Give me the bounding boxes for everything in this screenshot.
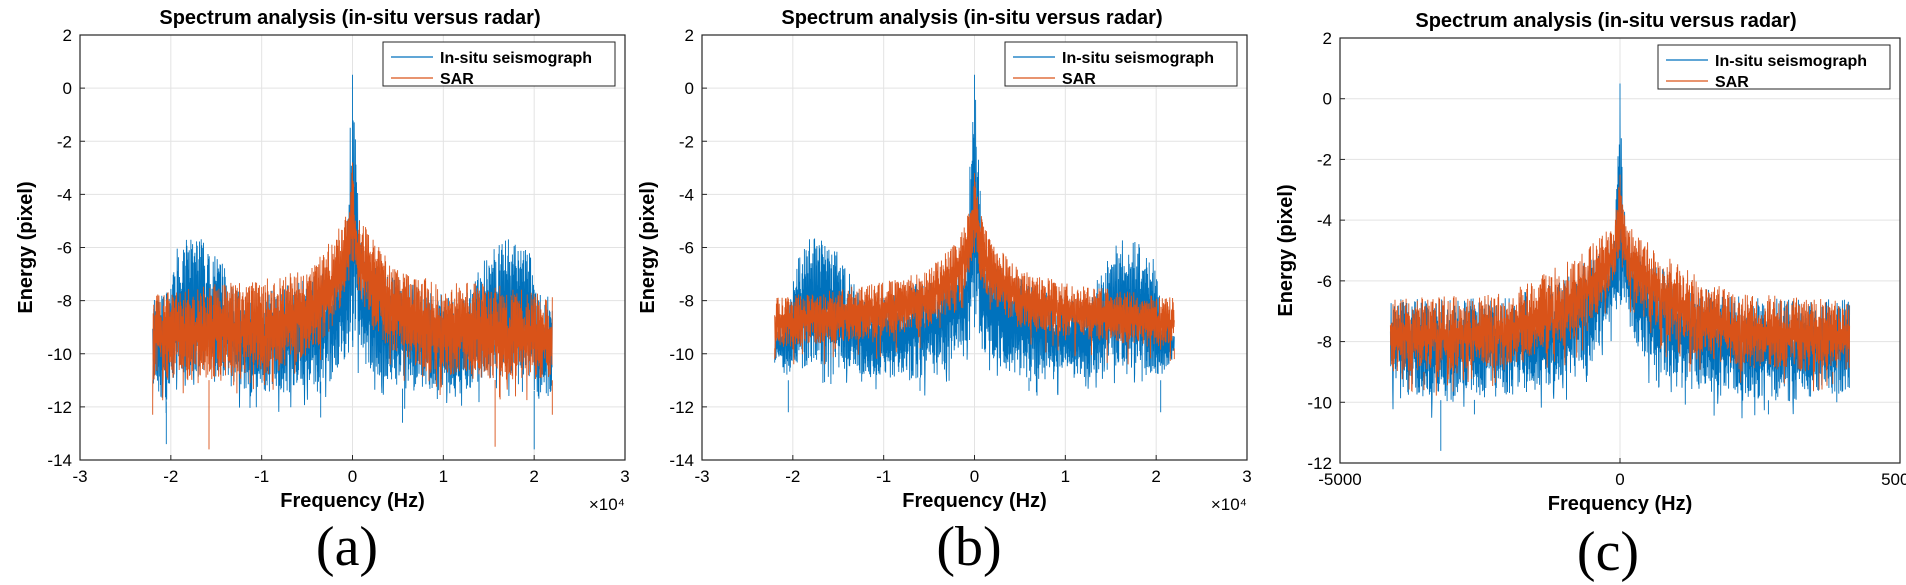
x-tick-label: 0: [1615, 470, 1624, 489]
y-tick-label: -12: [1307, 454, 1332, 473]
legend-label-sar: SAR: [1062, 71, 1096, 88]
y-tick-label: -6: [57, 239, 72, 258]
x-axis-label: Frequency (Hz): [1548, 493, 1692, 515]
x-tick-label: 5000: [1881, 470, 1906, 489]
x-tick-label: -5000: [1318, 470, 1361, 489]
x-tick-label: 3: [620, 467, 629, 486]
x-tick-label: -3: [72, 467, 87, 486]
panel-label: (c): [1577, 521, 1639, 583]
y-axis-label: Energy (pixel): [15, 181, 37, 313]
x-tick-label: 0: [348, 467, 357, 486]
y-tick-label: -12: [669, 398, 694, 417]
x-tick-label: 3: [1242, 467, 1251, 486]
series-line-sar: [774, 173, 1175, 365]
legend-label-in_situ: In-situ seismograph: [1062, 50, 1214, 67]
legend: In-situ seismograph SAR: [1004, 41, 1238, 88]
y-tick-label: 0: [63, 79, 72, 98]
y-tick-label: -8: [1317, 333, 1332, 352]
legend-label-sar: SAR: [1715, 74, 1749, 91]
y-tick-label: -4: [57, 185, 72, 204]
chart-title: Spectrum analysis (in-situ versus radar): [159, 7, 540, 29]
x-tick-label: 1: [1061, 467, 1070, 486]
y-tick-label: -6: [1317, 272, 1332, 291]
y-tick-label: -4: [679, 185, 694, 204]
legend: In-situ seismograph SAR: [1657, 44, 1891, 91]
x-tick-label: -3: [694, 467, 709, 486]
y-tick-label: -14: [669, 451, 694, 470]
x-exponent-label: ×10⁴: [1211, 495, 1247, 514]
x-tick-label: -2: [163, 467, 178, 486]
x-tick-label: 2: [529, 467, 538, 486]
y-tick-label: -6: [679, 239, 694, 258]
y-tick-label: -12: [47, 398, 72, 417]
legend-box: [1657, 44, 1891, 90]
legend-label-in_situ: In-situ seismograph: [1715, 53, 1867, 70]
y-tick-label: -14: [47, 451, 72, 470]
y-tick-label: -2: [679, 132, 694, 151]
y-tick-label: -10: [1307, 393, 1332, 412]
y-tick-label: -2: [1317, 150, 1332, 169]
x-tick-label: 1: [439, 467, 448, 486]
y-tick-label: -2: [57, 132, 72, 151]
legend-label-in_situ: In-situ seismograph: [440, 50, 592, 67]
x-tick-label: 0: [970, 467, 979, 486]
panel-label: (b): [936, 516, 1001, 578]
legend-box: [1004, 41, 1238, 87]
x-exponent-label: ×10⁴: [589, 495, 625, 514]
x-axis-label: Frequency (Hz): [280, 490, 424, 512]
y-axis-label: Energy (pixel): [1275, 184, 1297, 316]
chart-title: Spectrum analysis (in-situ versus radar): [1415, 10, 1796, 32]
chart-b: -3 -2 -1 0 1 2 3-14-12-10-8-6-4-202×10⁴Spectru…: [637, 7, 1252, 578]
x-tick-label: -1: [876, 467, 891, 486]
y-tick-label: 0: [685, 79, 694, 98]
series-line-sar: [1389, 174, 1851, 396]
chart-a: -3 -2 -1 0 1 2 3-14-12-10-8-6-4-202×10⁴Spectru…: [15, 7, 630, 578]
x-axis-label: Frequency (Hz): [902, 490, 1046, 512]
y-tick-label: -4: [1317, 211, 1332, 230]
y-tick-label: 0: [1323, 90, 1332, 109]
x-tick-label: 2: [1151, 467, 1160, 486]
legend-box: [382, 41, 616, 87]
chart-c: -5000 0 5000 -12 -10 -8 -6 -4 -2 0 2 Spectrum analy…: [1275, 10, 1906, 583]
chart-title: Spectrum analysis (in-situ versus radar): [781, 7, 1162, 29]
panel-label: (a): [316, 516, 378, 578]
x-tick-label: -1: [254, 467, 269, 486]
y-tick-label: 2: [685, 26, 694, 45]
y-tick-label: -8: [57, 292, 72, 311]
y-tick-label: -10: [669, 345, 694, 364]
y-tick-label: -8: [679, 292, 694, 311]
y-tick-label: -10: [47, 345, 72, 364]
y-tick-label: 2: [63, 26, 72, 45]
y-tick-label: 2: [1323, 29, 1332, 48]
legend: In-situ seismograph SAR: [382, 41, 616, 88]
x-tick-label: -2: [785, 467, 800, 486]
series-line-sar: [152, 162, 553, 450]
y-axis-label: Energy (pixel): [637, 181, 659, 313]
legend-label-sar: SAR: [440, 71, 474, 88]
